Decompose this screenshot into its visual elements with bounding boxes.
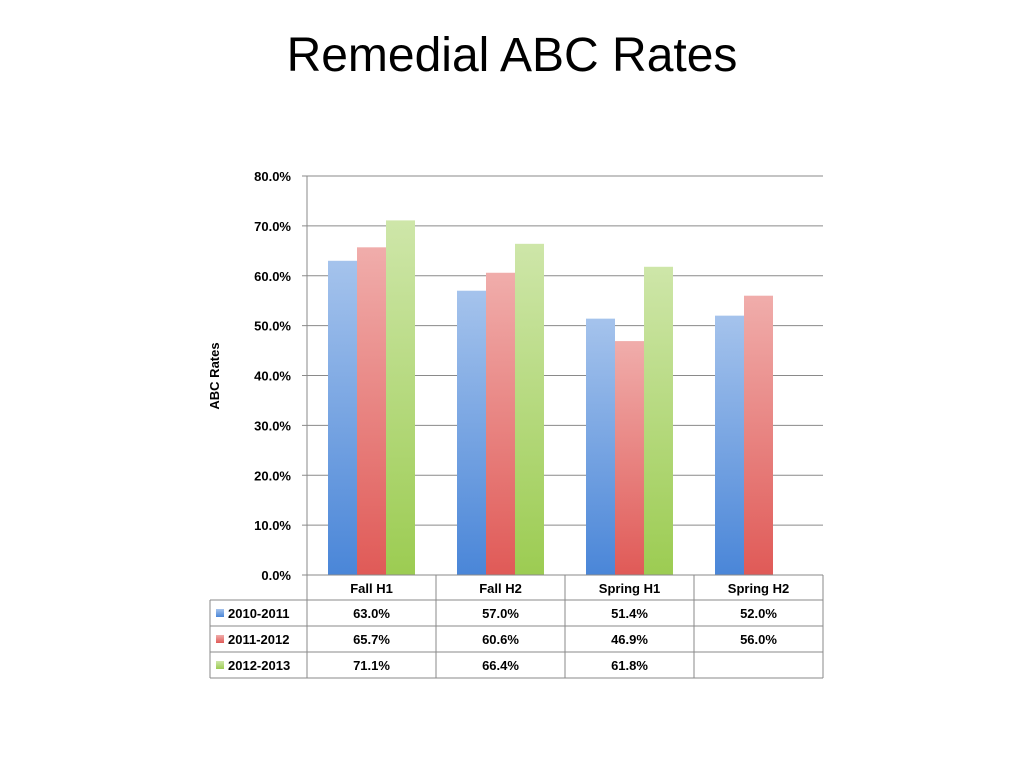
legend-swatch-2011-2012 <box>216 635 224 643</box>
data-label: 46.9% <box>611 632 648 647</box>
data-label: 57.0% <box>482 606 519 621</box>
bar-fall-h1-2011-2012 <box>357 247 386 576</box>
y-tick-label: 50.0% <box>254 319 291 334</box>
bar-spring-h2-2010-2011 <box>715 315 744 575</box>
x-category-label: Fall H1 <box>350 581 393 596</box>
data-label: 63.0% <box>353 606 390 621</box>
bar-fall-h1-2010-2011 <box>328 260 357 575</box>
y-axis: 0.0% 10.0% 20.0% 30.0% 40.0% 50.0% 60.0% 70.0% 8… <box>254 169 308 583</box>
bar-fall-h1-2012-2013 <box>386 220 415 576</box>
x-category-label: Fall H2 <box>479 581 522 596</box>
data-label: 71.1% <box>353 658 390 673</box>
data-label: 61.8% <box>611 658 648 673</box>
bars <box>328 220 773 576</box>
data-label: 56.0% <box>740 632 777 647</box>
data-label: 65.7% <box>353 632 390 647</box>
y-tick-label: 20.0% <box>254 468 291 483</box>
bar-spring-h1-2010-2011 <box>586 318 615 575</box>
y-tick-label: 80.0% <box>254 169 291 184</box>
y-tick-label: 0.0% <box>261 568 291 583</box>
y-tick-label: 40.0% <box>254 369 291 384</box>
y-tick-label: 60.0% <box>254 269 291 284</box>
data-label: 66.4% <box>482 658 519 673</box>
data-label: 60.6% <box>482 632 519 647</box>
bar-spring-h1-2012-2013 <box>644 266 673 575</box>
data-label: 52.0% <box>740 606 777 621</box>
data-label: 51.4% <box>611 606 648 621</box>
bar-fall-h2-2012-2013 <box>515 243 544 575</box>
y-tick-label: 70.0% <box>254 219 291 234</box>
legend-swatch-2012-2013 <box>216 661 224 669</box>
legend-swatch-2010-2011 <box>216 609 224 617</box>
y-tick-label: 10.0% <box>254 518 291 533</box>
x-category-label: Spring H1 <box>599 581 660 596</box>
legend-label: 2010-2011 <box>228 606 289 621</box>
legend-label: 2011-2012 <box>228 632 289 647</box>
bar-fall-h2-2010-2011 <box>457 290 486 575</box>
bar-spring-h2-2011-2012 <box>744 295 773 575</box>
bar-fall-h2-2011-2012 <box>486 272 515 575</box>
data-table: Fall H1 Fall H2 Spring H1 Spring H2 2010-201… <box>209 574 824 679</box>
bar-spring-h1-2011-2012 <box>615 341 644 575</box>
x-category-label: Spring H2 <box>728 581 789 596</box>
y-tick-label: 30.0% <box>254 418 291 433</box>
slide-title: Remedial ABC Rates <box>286 29 738 82</box>
legend-label: 2012-2013 <box>228 658 290 673</box>
y-axis-title: ABC Rates <box>207 342 222 409</box>
